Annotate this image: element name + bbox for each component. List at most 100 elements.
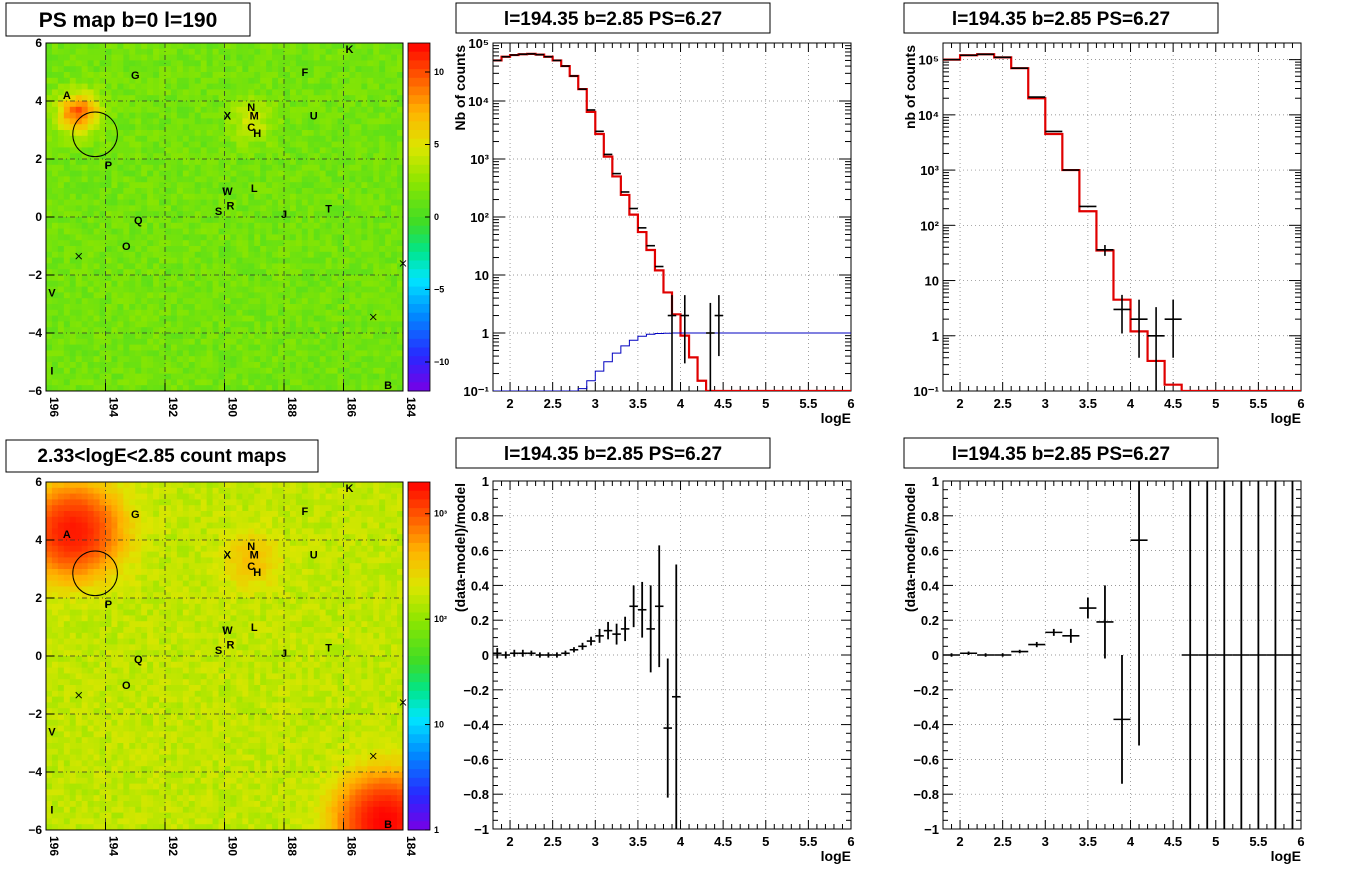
- map-pixel: [153, 627, 160, 634]
- map-pixel: [69, 511, 77, 518]
- map-pixel: [313, 199, 321, 206]
- map-pixel: [81, 563, 89, 570]
- map-pixel: [182, 327, 190, 334]
- map-pixel: [266, 205, 273, 212]
- map-pixel: [135, 569, 142, 576]
- map-pixel: [224, 251, 231, 258]
- map-pixel: [159, 327, 166, 334]
- map-pixel: [367, 72, 374, 79]
- map-pixel: [206, 54, 213, 61]
- map-pixel: [99, 731, 106, 738]
- map-pixel: [284, 292, 291, 299]
- map-pixel: [200, 263, 208, 270]
- map-pixel: [325, 211, 332, 218]
- map-pixel: [206, 251, 213, 258]
- map-pixel: [69, 182, 77, 189]
- map-pixel: [105, 719, 112, 726]
- map-pixel: [153, 545, 160, 552]
- map-pixel: [182, 182, 190, 189]
- map-pixel: [69, 269, 77, 276]
- map-pixel: [159, 685, 166, 692]
- map-pixel: [51, 621, 59, 628]
- map-pixel: [159, 493, 166, 500]
- map-pixel: [284, 275, 291, 282]
- map-pixel: [99, 95, 106, 102]
- map-pixel: [46, 188, 53, 195]
- map-pixel: [170, 269, 178, 276]
- map-pixel: [111, 528, 118, 535]
- map-pixel: [165, 586, 172, 593]
- map-pixel: [75, 280, 83, 287]
- map-pixel: [63, 112, 71, 119]
- map-pixel: [123, 234, 130, 241]
- map-pixel: [325, 176, 332, 183]
- map-pixel: [46, 240, 53, 247]
- map-pixel: [46, 101, 53, 108]
- map-pixel: [81, 795, 89, 802]
- map-pixel: [87, 60, 94, 67]
- map-pixel: [397, 170, 404, 177]
- map-pixel: [272, 43, 279, 50]
- map-pixel: [99, 193, 106, 200]
- map-pixel: [260, 124, 267, 131]
- map-pixel: [218, 385, 225, 392]
- map-pixel: [379, 257, 386, 264]
- map-pixel: [325, 269, 332, 276]
- map-pixel: [117, 511, 124, 518]
- map-pixel: [159, 702, 166, 709]
- map-pixel: [117, 228, 124, 235]
- map-pixel: [153, 188, 160, 195]
- map-pixel: [361, 344, 368, 351]
- map-pixel: [182, 77, 190, 84]
- map-pixel: [373, 95, 380, 102]
- map-pixel: [170, 188, 178, 195]
- map-pixel: [319, 379, 327, 386]
- map-pixel: [272, 72, 279, 79]
- map-pixel: [87, 263, 94, 270]
- map-pixel: [349, 228, 356, 235]
- map-pixel: [254, 182, 261, 189]
- map-pixel: [331, 222, 338, 229]
- map-pixel: [236, 251, 243, 258]
- map-pixel: [117, 315, 124, 322]
- map-pixel: [331, 182, 338, 189]
- map-pixel: [313, 292, 321, 299]
- map-pixel: [93, 43, 100, 50]
- map-pixel: [46, 367, 53, 374]
- map-pixel: [129, 574, 136, 581]
- map-pixel: [135, 292, 142, 299]
- map-pixel: [337, 153, 344, 160]
- map-pixel: [367, 153, 374, 160]
- map-pixel: [194, 176, 202, 183]
- map-pixel: [69, 234, 77, 241]
- map-pixel: [111, 806, 118, 813]
- map-pixel: [373, 333, 380, 340]
- map-pixel: [165, 176, 172, 183]
- map-pixel: [284, 193, 291, 200]
- map-pixel: [361, 333, 368, 340]
- map-pixel: [111, 217, 118, 224]
- map-pixel: [63, 679, 71, 686]
- map-pixel: [278, 130, 285, 137]
- map-pixel: [165, 661, 172, 668]
- colorbar-segment: [408, 103, 430, 114]
- map-pixel: [117, 551, 124, 558]
- map-pixel: [141, 101, 148, 108]
- map-pixel: [75, 362, 83, 369]
- map-pixel: [57, 217, 65, 224]
- map-pixel: [117, 292, 124, 299]
- map-pixel: [331, 309, 338, 316]
- map-pixel: [218, 298, 225, 305]
- map-pixel: [176, 43, 184, 50]
- map-pixel: [176, 211, 184, 218]
- map-pixel: [295, 106, 303, 113]
- map-pixel: [105, 188, 112, 195]
- map-pixel: [266, 89, 273, 96]
- map-pixel: [289, 72, 297, 79]
- map-pixel: [385, 60, 392, 67]
- map-pixel: [206, 101, 213, 108]
- map-pixel: [99, 661, 106, 668]
- map-pixel: [165, 615, 172, 622]
- map-pixel: [111, 540, 118, 547]
- map-pixel: [117, 574, 124, 581]
